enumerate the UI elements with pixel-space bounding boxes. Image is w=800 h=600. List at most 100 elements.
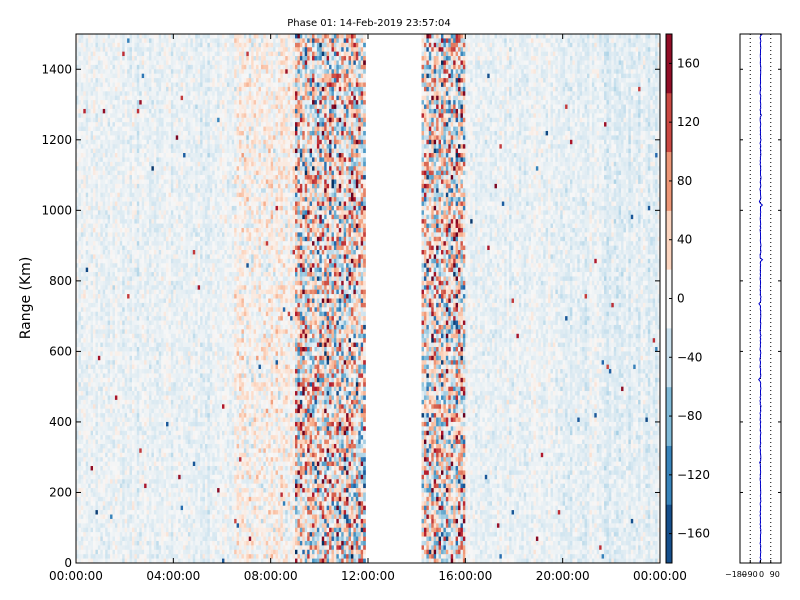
heatmap-cell: [78, 166, 81, 171]
heatmap-cell: [81, 510, 84, 515]
heatmap-cell: [100, 87, 103, 92]
heatmap-cell: [93, 100, 96, 105]
heatmap-cell: [81, 299, 84, 304]
heatmap-cell: [86, 413, 89, 418]
heatmap-cell: [78, 307, 81, 312]
heatmap-cell: [100, 38, 103, 43]
heatmap-cell: [95, 237, 98, 242]
heatmap-cell: [86, 232, 89, 237]
heatmap-cell: [91, 488, 94, 493]
heatmap-cell: [83, 382, 86, 387]
heatmap-cell: [78, 38, 81, 43]
heatmap-cell: [88, 188, 91, 193]
heatmap-cell: [98, 193, 101, 198]
heatmap-cell: [81, 545, 84, 550]
heatmap-cell: [91, 400, 94, 405]
heatmap-cell: [91, 43, 94, 48]
heatmap-cell: [95, 241, 98, 246]
heatmap-cell: [100, 210, 103, 215]
heatmap-cell: [91, 303, 94, 308]
heatmap-cell: [100, 113, 103, 118]
heatmap-cell: [93, 210, 96, 215]
heatmap-cell: [95, 387, 98, 392]
heatmap-cell: [86, 206, 89, 211]
heatmap-cell: [86, 431, 89, 436]
heatmap-cell: [78, 448, 81, 453]
heatmap-cell: [86, 246, 89, 251]
heatmap-cell: [88, 263, 91, 268]
heatmap-cell: [88, 554, 91, 559]
heatmap-cell: [95, 91, 98, 96]
heatmap-cell: [88, 60, 91, 65]
heatmap-cell: [78, 299, 81, 304]
heatmap-cell: [93, 435, 96, 440]
heatmap-cell: [88, 356, 91, 361]
heatmap-cell: [83, 140, 86, 145]
heatmap-cell: [81, 144, 84, 149]
heatmap-cell: [86, 144, 89, 149]
heatmap-cell: [78, 387, 81, 392]
heatmap-cell: [93, 470, 96, 475]
heatmap-cell: [95, 215, 98, 220]
heatmap-cell: [83, 532, 86, 537]
heatmap-cell: [86, 475, 89, 480]
heatmap-cell: [86, 532, 89, 537]
heatmap-cell: [86, 259, 89, 264]
heatmap-cell: [78, 127, 81, 132]
heatmap-cell: [83, 303, 86, 308]
heatmap-cell: [86, 545, 89, 550]
heatmap-cell: [95, 329, 98, 334]
heatmap-cell: [93, 484, 96, 489]
heatmap-cell: [83, 510, 86, 515]
heatmap-cell: [86, 202, 89, 207]
heatmap-cell: [98, 475, 101, 480]
heatmap-cell: [91, 519, 94, 524]
heatmap-cell: [78, 105, 81, 110]
heatmap-cell: [88, 290, 91, 295]
heatmap-cell: [81, 422, 84, 427]
heatmap-cell: [95, 228, 98, 233]
heatmap-cell: [81, 215, 84, 220]
heatmap-cell: [91, 254, 94, 259]
heatmap-cell: [88, 387, 91, 392]
heatmap-cell: [98, 188, 101, 193]
heatmap-cell: [93, 96, 96, 101]
heatmap-cell: [93, 144, 96, 149]
heatmap-cell: [91, 197, 94, 202]
heatmap-cell: [81, 100, 84, 105]
heatmap-cell: [91, 100, 94, 105]
heatmap-cell: [81, 325, 84, 330]
heatmap-cell: [83, 171, 86, 176]
heatmap-cell: [95, 87, 98, 92]
heatmap-cell: [100, 157, 103, 162]
heatmap-cell: [83, 228, 86, 233]
heatmap-cell: [78, 537, 81, 542]
heatmap-cell: [83, 285, 86, 290]
heatmap-cell: [95, 462, 98, 467]
heatmap-cell: [81, 60, 84, 65]
heatmap-cell: [88, 38, 91, 43]
heatmap-cell: [86, 479, 89, 484]
heatmap-cell: [86, 140, 89, 145]
heatmap-cell: [93, 329, 96, 334]
heatmap-cell: [86, 74, 89, 79]
heatmap-cell: [81, 378, 84, 383]
heatmap-cell: [95, 52, 98, 57]
heatmap-cell: [95, 501, 98, 506]
heatmap-cell: [98, 440, 101, 445]
heatmap-cell: [95, 532, 98, 537]
heatmap-cell: [95, 144, 98, 149]
heatmap-cell: [93, 131, 96, 136]
heatmap-cell: [83, 347, 86, 352]
heatmap-cell: [78, 56, 81, 61]
heatmap-cell: [88, 541, 91, 546]
heatmap-cell: [91, 206, 94, 211]
heatmap-cell: [86, 453, 89, 458]
heatmap-cell: [91, 338, 94, 343]
heatmap-cell: [98, 105, 101, 110]
heatmap-cell: [88, 109, 91, 114]
heatmap-cell: [83, 519, 86, 524]
heatmap-cell: [98, 43, 101, 48]
heatmap-cell: [83, 188, 86, 193]
heatmap-cell: [81, 435, 84, 440]
